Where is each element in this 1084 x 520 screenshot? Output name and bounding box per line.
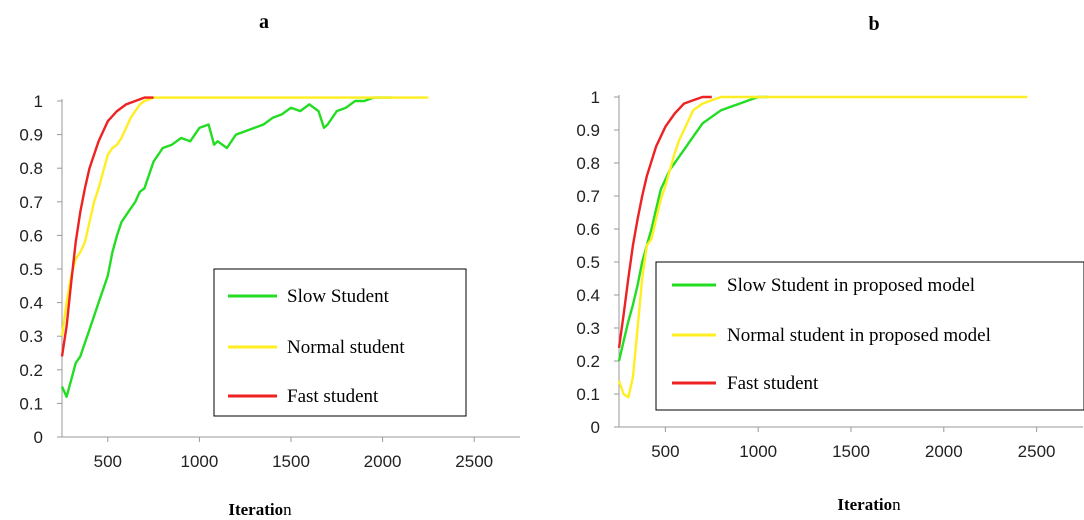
x-tick-label: 1000 xyxy=(180,452,218,471)
y-tick-label: 0.9 xyxy=(576,121,600,140)
series-line-normal-student xyxy=(60,96,429,337)
x-tick-label: 2500 xyxy=(1018,442,1056,461)
y-tick-label: 0.4 xyxy=(19,294,43,313)
y-tick-label: 1 xyxy=(591,88,600,107)
series-line-fast-student xyxy=(617,95,712,348)
y-tick-label: 0.8 xyxy=(19,159,43,178)
panel-label: a xyxy=(259,11,269,33)
legend-box xyxy=(213,268,467,417)
y-tick-label: 0.5 xyxy=(576,253,600,272)
y-tick-label: 0.4 xyxy=(576,286,600,305)
y-tick-label: 0.5 xyxy=(19,260,43,279)
legend-label: Fast student xyxy=(727,373,819,394)
series-line-fast-student xyxy=(60,96,154,357)
y-tick-label: 0.1 xyxy=(19,394,43,413)
y-tick-label: 0.2 xyxy=(19,361,43,380)
x-tick-label: 2500 xyxy=(455,452,493,471)
legend: Slow Student in proposed model Normal stu… xyxy=(655,261,1084,411)
y-tick-label: 0 xyxy=(34,428,43,447)
x-tick-label: 1500 xyxy=(832,442,870,461)
x-tick-label: 2000 xyxy=(925,442,963,461)
x-tick-label: 2000 xyxy=(364,452,402,471)
x-tick-label: 1500 xyxy=(272,452,310,471)
y-tick-label: 0.3 xyxy=(576,319,600,338)
y-tick-label: 0.6 xyxy=(19,226,43,245)
y-tick-label: 0.2 xyxy=(576,352,600,371)
y-tick-label: 0.7 xyxy=(576,187,600,206)
y-tick-label: 0.8 xyxy=(576,154,600,173)
y-tick-label: 1 xyxy=(34,92,43,111)
x-tick-label: 500 xyxy=(651,442,679,461)
series-line-slow-student-in-proposed-model xyxy=(617,95,768,362)
legend-label: Slow Student in proposed model xyxy=(727,275,975,296)
series-line-normal-student-in-proposed-model xyxy=(617,95,1028,399)
panel-label: b xyxy=(868,13,879,35)
legend-label: Normal student xyxy=(287,337,405,358)
x-tick-label: 1000 xyxy=(739,442,777,461)
x-axis-label: Iteration xyxy=(228,500,292,519)
y-tick-label: 0.7 xyxy=(19,193,43,212)
legend-label: Fast student xyxy=(287,386,379,407)
y-tick-label: 0 xyxy=(591,418,600,437)
legend: Slow Student Normal student Fast student xyxy=(213,268,467,417)
y-tick-label: 0.6 xyxy=(576,220,600,239)
legend-label: Slow Student xyxy=(287,286,390,307)
legend-box xyxy=(655,261,1084,411)
x-axis-label: Iteration xyxy=(837,495,901,514)
y-tick-label: 0.1 xyxy=(576,385,600,404)
x-tick-label: 500 xyxy=(94,452,122,471)
legend-label: Normal student in proposed model xyxy=(727,325,991,346)
y-tick-label: 0.9 xyxy=(19,126,43,145)
y-tick-label: 0.3 xyxy=(19,327,43,346)
series-line-slow-student xyxy=(60,96,392,398)
